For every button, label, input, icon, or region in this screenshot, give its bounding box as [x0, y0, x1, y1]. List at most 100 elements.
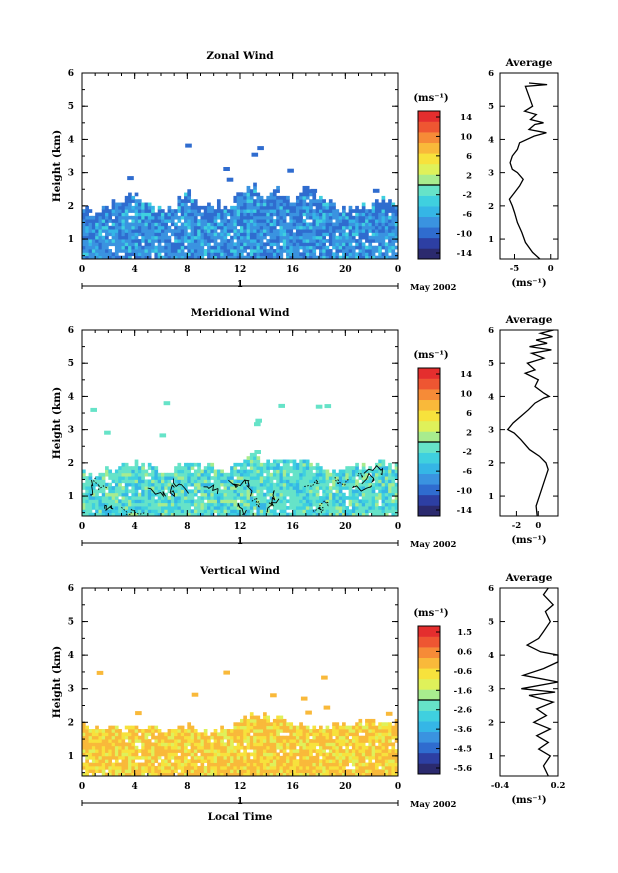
heatmap-cell: [151, 755, 155, 760]
heatmap-cell: [167, 229, 172, 233]
heatmap-cell: [157, 205, 162, 210]
heatmap-cell: [259, 735, 264, 740]
heatmap-cell: [207, 222, 211, 227]
heatmap-cell: [243, 232, 247, 237]
heatmap-cell: [243, 772, 247, 777]
heatmap-cell: [295, 759, 300, 763]
heatmap-cell: [137, 469, 142, 474]
heatmap-cell: [384, 252, 389, 257]
heatmap-cell: [141, 772, 145, 777]
heatmap-cell: [289, 239, 294, 243]
heatmap-cell: [95, 735, 99, 740]
heatmap-cell: [98, 749, 103, 753]
average-y-tick-label: 5: [488, 618, 494, 628]
heatmap-cell: [282, 492, 287, 497]
heatmap-cell: [282, 219, 287, 223]
heatmap-cell: [342, 499, 346, 504]
heatmap-cell: [105, 219, 109, 223]
heatmap-cell: [161, 486, 165, 490]
heatmap-cell: [134, 215, 139, 220]
heatmap-cell: [351, 235, 356, 240]
heatmap-cell: [355, 486, 359, 490]
heatmap-cell: [249, 765, 254, 770]
heatmap-cell: [246, 215, 251, 220]
heatmap-cell: [197, 462, 201, 467]
heatmap-cell: [381, 735, 386, 740]
heatmap-cell: [305, 762, 310, 767]
heatmap-cell: [394, 722, 399, 727]
heatmap-cell: [279, 215, 284, 220]
heatmap-cell: [358, 489, 363, 494]
heatmap-cell: [167, 219, 172, 223]
heatmap-cell: [85, 725, 89, 730]
heatmap-cell: [141, 765, 145, 770]
heatmap-cell: [210, 215, 215, 220]
heatmap-cell: [371, 239, 376, 243]
heatmap-cell: [292, 759, 297, 763]
heatmap-cell: [177, 729, 182, 733]
heatmap-cell: [305, 479, 310, 484]
heatmap-cell: [256, 482, 261, 487]
colorbar-swatch: [418, 463, 440, 475]
heatmap-cell: [259, 759, 264, 763]
heatmap-cell: [319, 219, 323, 223]
heatmap-cell: [108, 765, 113, 770]
heatmap-cell: [220, 229, 224, 233]
heatmap-cell: [282, 496, 287, 500]
heatmap-cell: [371, 255, 376, 260]
heatmap-cell: [180, 212, 185, 217]
heatmap-cell: [365, 745, 369, 750]
heatmap-cell: [187, 489, 192, 494]
heatmap-cell: [180, 765, 185, 770]
heatmap-cell: [88, 472, 93, 477]
heatmap-cell: [134, 255, 139, 260]
heatmap-cell: [161, 499, 165, 504]
contour-line: [228, 479, 246, 489]
heatmap-cell: [256, 462, 261, 467]
heatmap-cell: [177, 745, 182, 750]
heatmap-cell: [193, 252, 198, 257]
heatmap-cell: [190, 512, 195, 517]
heatmap-cell: [338, 512, 343, 517]
heatmap-cell: [141, 482, 145, 487]
heatmap-cell: [226, 499, 231, 504]
heatmap-cell: [213, 489, 218, 494]
heatmap-cell: [167, 762, 172, 767]
heatmap-cell: [319, 466, 323, 470]
heatmap-cell: [108, 725, 113, 730]
heatmap-cell: [131, 509, 136, 514]
heatmap-cell: [368, 225, 373, 230]
heatmap-cell: [137, 499, 142, 504]
heatmap-cell: [305, 469, 310, 474]
heatmap-cell: [269, 496, 274, 500]
heatmap-cell: [210, 462, 215, 467]
heatmap-cell: [361, 496, 366, 500]
heatmap-cell: [361, 209, 366, 213]
heatmap-cell: [384, 249, 389, 253]
heatmap-cell: [216, 252, 221, 257]
heatmap-cell: [299, 749, 303, 753]
heatmap-cell: [289, 466, 294, 470]
heatmap-cell: [230, 209, 234, 213]
heatmap-cell: [282, 735, 287, 740]
heatmap-cell: [358, 509, 363, 514]
heatmap-cell: [325, 742, 330, 747]
contour-line: [244, 479, 253, 497]
heatmap-cell: [272, 762, 277, 767]
heatmap-cell: [216, 205, 221, 210]
heatmap-cell: [137, 242, 142, 247]
heatmap-cell: [374, 732, 379, 737]
heatmap-cell: [174, 752, 178, 757]
heatmap-cell: [276, 772, 280, 777]
heatmap-cell: [137, 252, 142, 257]
heatmap-cell: [312, 215, 317, 220]
heatmap-cell: [207, 202, 211, 207]
heatmap-cell: [312, 242, 317, 247]
heatmap-cell: [170, 732, 175, 737]
heatmap-cell: [292, 492, 297, 497]
heatmap-cell: [259, 255, 264, 260]
heatmap-cell: [190, 482, 195, 487]
heatmap-cell: [272, 462, 277, 467]
heatmap-cell: [299, 759, 303, 763]
heatmap-cell: [200, 755, 205, 760]
